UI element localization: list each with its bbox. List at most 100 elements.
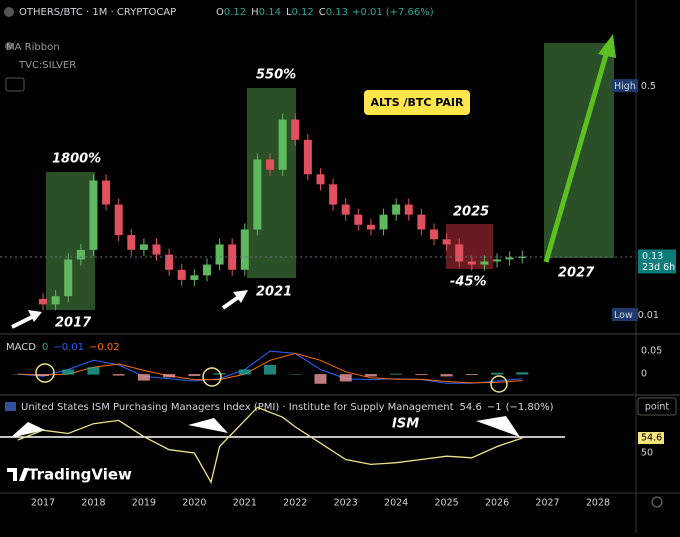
candle bbox=[493, 259, 502, 262]
candle bbox=[177, 269, 186, 280]
highlight-circle bbox=[202, 367, 222, 387]
label-box bbox=[364, 90, 470, 115]
macd-histogram bbox=[390, 373, 403, 375]
indicator-icon bbox=[5, 42, 13, 50]
arrow-head bbox=[28, 310, 42, 322]
candle bbox=[228, 244, 237, 270]
annotation: ALTS /BTC PAIR bbox=[371, 96, 464, 109]
collapse-button[interactable] bbox=[5, 77, 25, 92]
candle bbox=[366, 224, 375, 230]
macd-histogram bbox=[440, 374, 453, 377]
candle bbox=[240, 229, 249, 270]
projection-arrow bbox=[543, 47, 611, 263]
x-tick-label: 2024 bbox=[384, 498, 408, 509]
candle bbox=[341, 204, 350, 215]
x-tick-label: 2021 bbox=[233, 498, 257, 509]
high-label: High 0.5 bbox=[614, 81, 656, 92]
pointer-arrow bbox=[10, 422, 45, 438]
macd-histogram bbox=[364, 374, 377, 377]
candle bbox=[442, 239, 451, 245]
candles bbox=[39, 113, 527, 311]
candle bbox=[417, 214, 426, 230]
annotation: 2017 bbox=[55, 316, 92, 331]
symbol-icon[interactable] bbox=[4, 7, 14, 17]
macd-histogram bbox=[491, 372, 504, 375]
annotation: 2021 bbox=[256, 285, 292, 300]
candle bbox=[39, 298, 47, 305]
macd-histogram bbox=[37, 374, 49, 376]
annotation: 550% bbox=[256, 68, 296, 83]
macd-histogram bbox=[516, 372, 529, 375]
pointer-arrow bbox=[221, 294, 242, 310]
y-tick-label: 0 bbox=[641, 369, 647, 380]
pointer-arrow bbox=[476, 416, 520, 437]
unit-button[interactable] bbox=[637, 397, 677, 416]
x-tick-label: 2022 bbox=[283, 498, 307, 509]
candle bbox=[139, 244, 148, 250]
flag-icon bbox=[5, 402, 16, 411]
ohlc-label: L bbox=[286, 7, 292, 18]
x-tick-label: 2028 bbox=[586, 498, 610, 509]
ohlc-label: H bbox=[251, 7, 259, 18]
annotation: 1800% bbox=[52, 152, 101, 167]
candle bbox=[102, 180, 111, 205]
macd-line bbox=[17, 352, 523, 384]
ohlc-label: O bbox=[216, 7, 224, 18]
countdown: 23d 6h bbox=[642, 262, 675, 273]
macd-histogram bbox=[112, 374, 125, 376]
ohlc-value: 0.12 bbox=[224, 7, 246, 18]
macd-histogram bbox=[264, 364, 277, 375]
ism-pane: 54.6 50 bbox=[17, 406, 664, 484]
macd-histogram bbox=[213, 373, 226, 375]
candle bbox=[51, 296, 60, 305]
annotation: 2027 bbox=[558, 266, 595, 281]
x-axis: 2017 2018 2019 2020 2021 2022 2023 2024 2025 2026… bbox=[31, 498, 610, 509]
change: +0.01 bbox=[352, 7, 383, 18]
candle bbox=[392, 204, 401, 215]
candle bbox=[152, 244, 161, 255]
ism-line bbox=[17, 406, 523, 484]
high-value: 0.5 bbox=[641, 81, 656, 92]
candle bbox=[89, 180, 98, 250]
x-tick-label: 2019 bbox=[132, 498, 156, 509]
ohlc: O0.12 H0.14 L0.12 C0.13 +0.01 (+7.66%) bbox=[216, 7, 434, 18]
symbol: OTHERS/BTC · 1M · CRYPTOCAP bbox=[19, 7, 176, 18]
x-tick-label: 2026 bbox=[485, 498, 509, 509]
y-tick-label: 0.05 bbox=[641, 346, 662, 357]
last-badge bbox=[638, 249, 676, 274]
candle bbox=[127, 235, 136, 250]
highlight-circle bbox=[35, 363, 55, 383]
macd-histogram bbox=[11, 374, 24, 375]
candle bbox=[266, 159, 275, 170]
candle bbox=[518, 256, 527, 258]
arrow-head bbox=[233, 290, 248, 303]
macd-histogram bbox=[339, 374, 352, 382]
candle bbox=[76, 249, 85, 260]
candle bbox=[455, 244, 464, 262]
last-value: 0.13 bbox=[642, 251, 663, 262]
candle bbox=[505, 257, 514, 260]
macd-title: MACD 0 −0.01 −0.02 bbox=[6, 342, 120, 353]
arrow-head bbox=[598, 34, 616, 58]
candle bbox=[165, 254, 174, 270]
macd-histogram bbox=[314, 374, 327, 384]
candle bbox=[202, 264, 211, 276]
x-tick-label: 2025 bbox=[435, 498, 459, 509]
macd-line bbox=[17, 350, 523, 384]
settings-button[interactable] bbox=[651, 496, 663, 508]
candle bbox=[480, 261, 489, 265]
candle bbox=[253, 159, 262, 230]
macd-pane: 0.05 0 bbox=[11, 346, 662, 384]
macd-histogram bbox=[238, 369, 251, 375]
macd-histogram bbox=[188, 374, 201, 376]
macd-histogram bbox=[163, 374, 176, 378]
pointer-arrow bbox=[11, 314, 35, 329]
y-tick-label: 54.6 bbox=[641, 433, 662, 444]
change-pct: (+7.66%) bbox=[386, 7, 434, 18]
candle bbox=[114, 204, 123, 236]
indicator: TVC:SILVER bbox=[18, 60, 76, 71]
candle bbox=[303, 139, 312, 175]
x-tick-label: 2023 bbox=[334, 498, 358, 509]
unit: point bbox=[645, 402, 670, 413]
